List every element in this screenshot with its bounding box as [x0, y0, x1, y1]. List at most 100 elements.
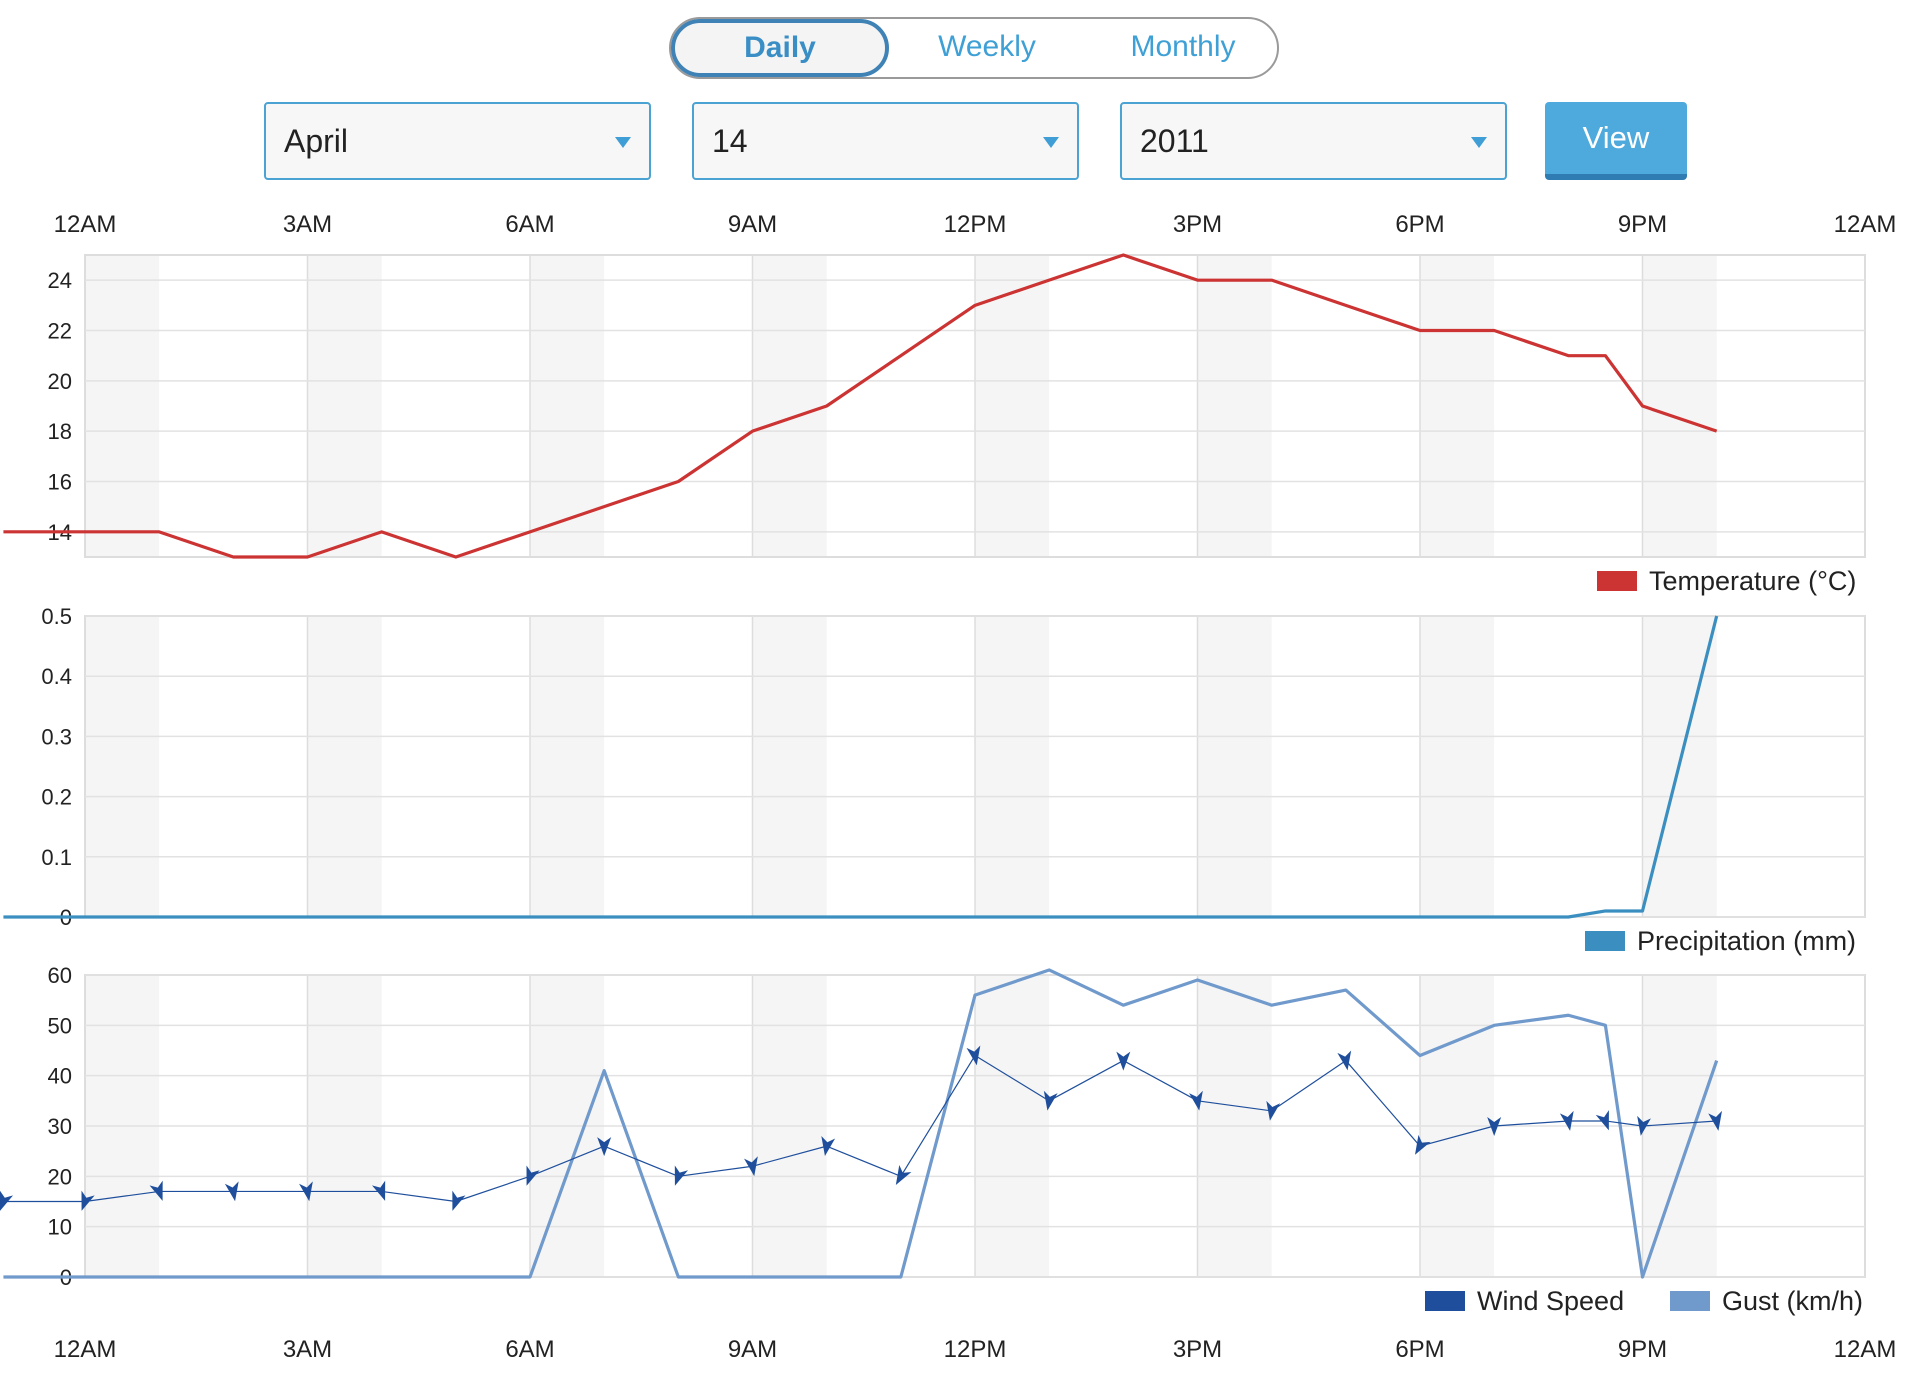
- chevron-down-icon: [1043, 137, 1059, 148]
- wind-arrow-icon: [1189, 1090, 1203, 1111]
- bottom-axis-tick: 6AM: [505, 1336, 554, 1363]
- shade-band: [307, 616, 382, 917]
- wind-arrow-icon: [821, 1136, 836, 1156]
- wind-arrow-icon: [674, 1165, 688, 1186]
- wind-arrow-icon: [526, 1165, 540, 1186]
- y-tick-label: 10: [48, 1215, 72, 1240]
- period-toggle: Daily Weekly Monthly: [669, 17, 1279, 79]
- shade-band: [1197, 255, 1272, 557]
- bottom-axis-tick: 12AM: [1834, 1336, 1897, 1363]
- bottom-axis-tick: 3PM: [1173, 1336, 1222, 1363]
- shade-band: [307, 255, 382, 557]
- wind-arrow-icon: [1116, 1051, 1131, 1071]
- legend-swatch: [1585, 931, 1625, 951]
- year-select-value: 2011: [1140, 123, 1209, 159]
- y-tick-label: 0.4: [41, 664, 72, 689]
- y-tick-label: 30: [48, 1114, 72, 1139]
- top-axis-tick: 12AM: [1834, 211, 1897, 238]
- bottom-axis-tick: 6PM: [1395, 1336, 1444, 1363]
- top-axis-tick: 12PM: [944, 211, 1007, 238]
- month-select-value: April: [284, 123, 349, 159]
- wind-arrow-icon: [1487, 1117, 1502, 1136]
- y-tick-label: 16: [48, 470, 72, 495]
- shade-band: [975, 616, 1050, 917]
- y-tick-label: 0.5: [41, 604, 72, 629]
- shade-band: [1197, 616, 1272, 917]
- y-tick-label: 20: [48, 369, 72, 394]
- wind-arrow-icon: [1043, 1090, 1058, 1111]
- top-axis-tick: 9PM: [1618, 211, 1667, 238]
- shade-band: [1642, 255, 1717, 557]
- day-select[interactable]: 14: [692, 102, 1079, 180]
- y-tick-label: 60: [48, 963, 72, 988]
- wind-arrow-icon: [1708, 1110, 1722, 1131]
- top-axis-tick: 6AM: [505, 211, 554, 238]
- chevron-down-icon: [1471, 137, 1487, 148]
- y-tick-label: 20: [48, 1164, 72, 1189]
- tab-monthly[interactable]: Monthly: [1130, 30, 1236, 63]
- bottom-axis-tick: 3AM: [283, 1336, 332, 1363]
- shade-band: [752, 255, 827, 557]
- legend-label: Precipitation (mm): [1637, 926, 1856, 956]
- shade-band: [1420, 255, 1495, 557]
- wind-arrow-icon: [744, 1156, 758, 1177]
- top-axis-tick: 3AM: [283, 211, 332, 238]
- wind-arrow-icon: [1595, 1110, 1609, 1131]
- y-tick-label: 40: [48, 1064, 72, 1089]
- series-line-temperature-c: [3, 253, 1718, 559]
- wind-arrow-icon: [895, 1165, 912, 1185]
- shade-band: [85, 255, 160, 557]
- wind-arrow-icon: [0, 1190, 14, 1211]
- bottom-axis-tick: 12AM: [54, 1336, 117, 1363]
- top-axis-tick: 6PM: [1395, 211, 1444, 238]
- day-select-value: 14: [712, 123, 748, 159]
- wind-arrow-icon: [1266, 1100, 1281, 1121]
- bottom-axis-tick: 9AM: [728, 1336, 777, 1363]
- shade-band: [85, 616, 160, 917]
- wind-arrow-icon: [1559, 1110, 1574, 1131]
- shade-band: [530, 616, 605, 917]
- wind-arrow-icon: [81, 1190, 95, 1211]
- wind-arrow-icon: [1337, 1050, 1352, 1071]
- shade-band: [530, 255, 605, 557]
- wind-arrow-icon: [452, 1190, 466, 1211]
- y-tick-label: 0.1: [41, 845, 72, 870]
- legend-swatch: [1425, 1291, 1465, 1311]
- y-tick-label: 0.2: [41, 785, 72, 810]
- bottom-axis-tick: 12PM: [944, 1336, 1007, 1363]
- y-tick-label: 22: [48, 319, 72, 344]
- month-select[interactable]: April: [264, 102, 651, 180]
- legend-swatch: [1597, 571, 1637, 591]
- weather-charts: 12AM 3AM 6AM 9AM 12PM 3PM 6PM 9PM 12AM 12AM 3AM 6AM…: [0, 211, 1897, 1363]
- legend-label: Wind Speed: [1477, 1286, 1624, 1316]
- legend-label: Temperature (°C): [1649, 566, 1856, 596]
- wind-arrow-icon: [966, 1045, 981, 1066]
- y-tick-label: 0.3: [41, 724, 72, 749]
- series-line-gust-km-h: [3, 968, 1719, 1279]
- wind-arrow-icon: [299, 1181, 313, 1202]
- y-tick-label: 24: [48, 268, 72, 293]
- series-line-precipitation-mm: [3, 615, 1719, 919]
- wind-arrow-icon: [149, 1180, 163, 1201]
- top-axis-tick: 12AM: [54, 211, 117, 238]
- year-select[interactable]: 2011: [1120, 102, 1507, 180]
- tab-weekly[interactable]: Weekly: [938, 30, 1036, 63]
- wind-arrow-icon: [1637, 1115, 1651, 1136]
- view-button[interactable]: View: [1545, 102, 1687, 180]
- shade-band: [752, 616, 827, 917]
- shade-band: [975, 255, 1050, 557]
- wind-arrow-icon: [224, 1181, 239, 1202]
- legend-swatch: [1670, 1291, 1710, 1311]
- y-tick-label: 18: [48, 419, 72, 444]
- shade-band: [1420, 616, 1495, 917]
- tab-daily[interactable]: Daily: [671, 19, 889, 77]
- chevron-down-icon: [615, 137, 631, 148]
- top-axis-tick: 9AM: [728, 211, 777, 238]
- bottom-axis-tick: 9PM: [1618, 1336, 1667, 1363]
- wind-arrow-icon: [597, 1137, 612, 1157]
- wind-arrow-icon: [1415, 1134, 1431, 1155]
- top-axis-tick: 3PM: [1173, 211, 1222, 238]
